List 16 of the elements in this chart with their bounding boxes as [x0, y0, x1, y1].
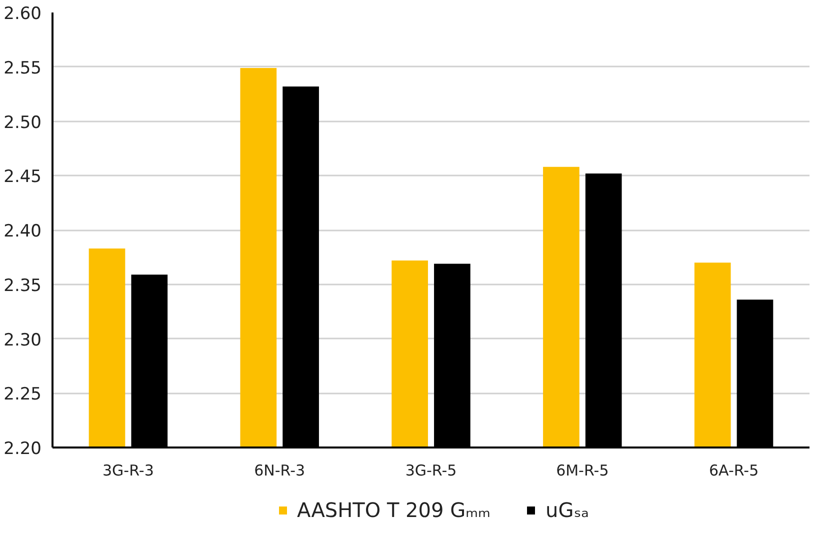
y-tick-label: 2.20: [4, 439, 42, 459]
x-tick-label: 3G-R-5: [405, 462, 457, 480]
x-tick-label: 3G-R-3: [102, 462, 154, 480]
y-tick-label: 2.30: [4, 330, 42, 350]
legend-label: AASHTO T 209 Gₘₘ: [297, 498, 491, 522]
x-tick-label: 6A-R-5: [708, 462, 759, 480]
y-tick-label: 2.45: [4, 167, 42, 188]
x-tick-label: 6M-R-5: [556, 462, 609, 480]
y-tick-label: 2.60: [4, 4, 42, 24]
legend-label: uGₛₐ: [546, 498, 589, 522]
y-tick-label: 2.55: [4, 58, 42, 78]
x-tick-label: 6N-R-3: [254, 462, 306, 480]
y-tick-label: 2.25: [4, 384, 42, 405]
y-tick-label: 2.50: [4, 112, 42, 133]
y-tick-label: 2.40: [4, 222, 42, 242]
y-tick-label: 2.35: [4, 276, 42, 296]
